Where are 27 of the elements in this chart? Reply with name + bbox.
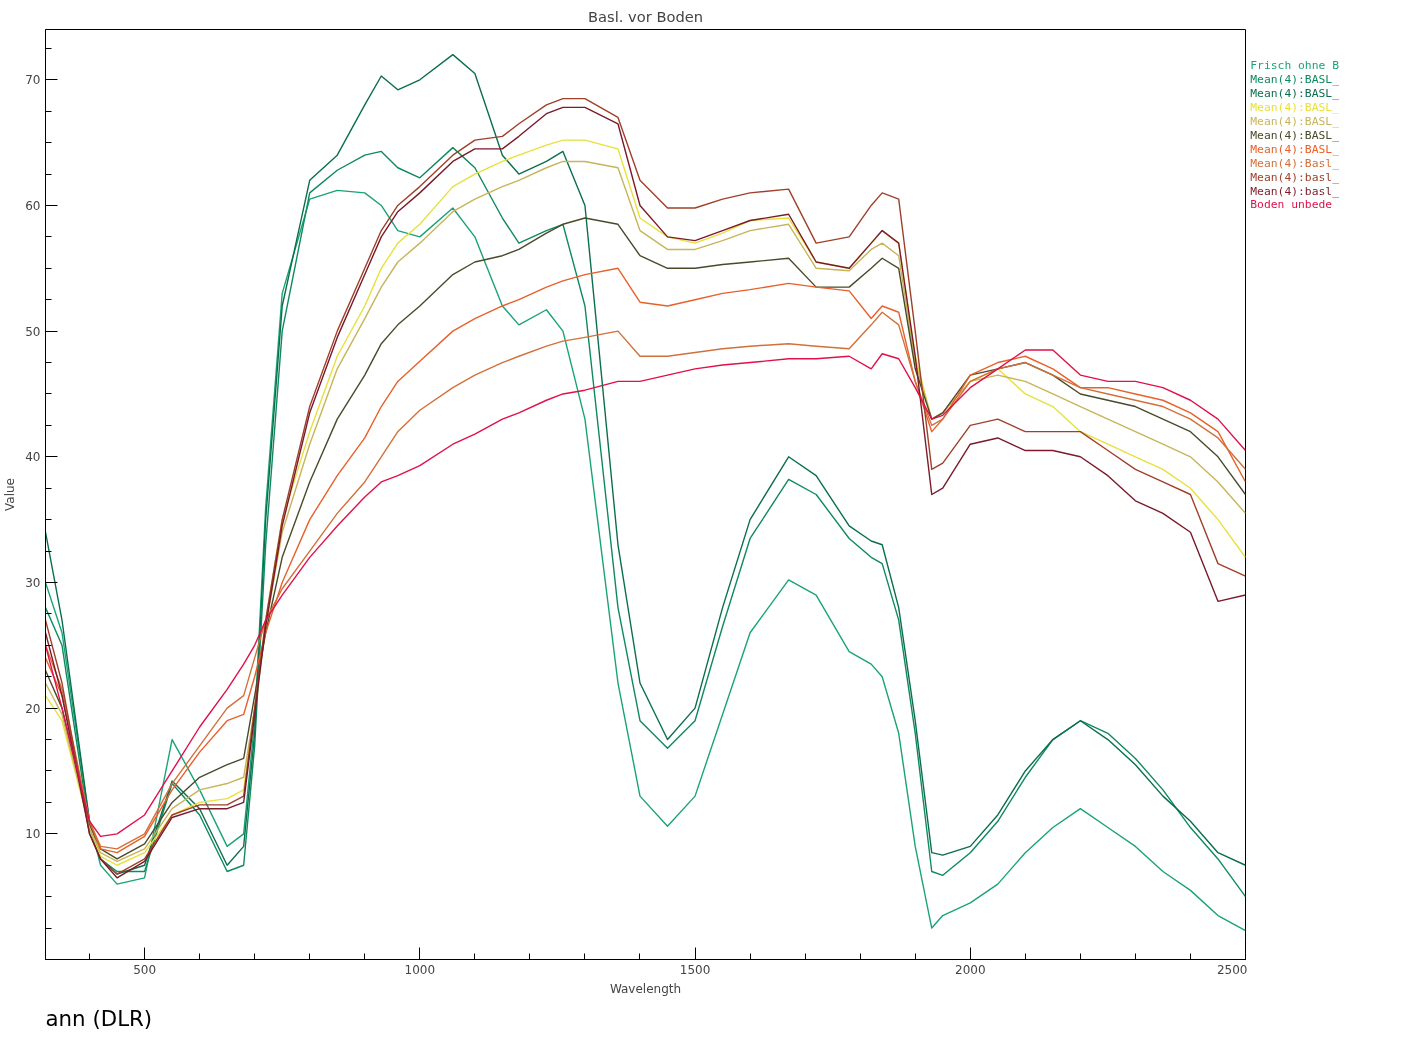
text: Mean(4):BASL_ bbox=[1250, 114, 1340, 128]
y-axis-title: Value bbox=[3, 478, 18, 511]
text: Mean(4):BASL_ bbox=[1250, 86, 1340, 101]
text: Mean(4):Basl_ bbox=[1250, 155, 1340, 170]
y-tick-label: 50 bbox=[25, 324, 41, 339]
y-tick-label: 70 bbox=[25, 73, 41, 88]
y-tick-label: 10 bbox=[25, 827, 41, 842]
x-axis-title: Wavelength bbox=[609, 981, 682, 996]
text: Mean(4):basl_ bbox=[1250, 169, 1340, 184]
x-tick-label: 1000 bbox=[404, 962, 436, 977]
y-tick-label: 20 bbox=[25, 701, 41, 716]
y-tick-label: 30 bbox=[25, 575, 41, 590]
x-tick-label: 1500 bbox=[679, 962, 711, 977]
text: Mean(4):BASL_ bbox=[1250, 72, 1340, 87]
text: Boden unbede bbox=[1250, 197, 1333, 212]
text: ann (DLR) bbox=[45, 1005, 153, 1031]
text: Mean(4):basl_ bbox=[1250, 183, 1340, 198]
text: Mean(4):BASL_ bbox=[1250, 127, 1340, 142]
chart-title: Basl. vor Boden bbox=[587, 7, 704, 25]
y-tick-label: 40 bbox=[25, 450, 41, 465]
text: Frisch ohne B bbox=[1250, 58, 1340, 73]
x-tick-label: 500 bbox=[133, 962, 157, 977]
y-tick-label: 60 bbox=[25, 198, 41, 213]
x-tick-label: 2000 bbox=[955, 962, 986, 977]
text: Mean(4):BASL_ bbox=[1250, 100, 1340, 115]
x-tick-label: 2500 bbox=[1216, 962, 1248, 977]
text: Mean(4):BASL_ bbox=[1250, 141, 1340, 156]
